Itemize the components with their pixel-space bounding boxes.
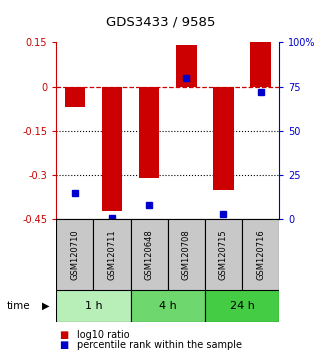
Text: ▶: ▶	[42, 301, 50, 311]
Bar	[56, 290, 131, 322]
Text: GDS3433 / 9585: GDS3433 / 9585	[106, 16, 215, 29]
Text: GSM120708: GSM120708	[182, 229, 191, 280]
Text: GSM120648: GSM120648	[145, 229, 154, 280]
Text: GSM120711: GSM120711	[108, 229, 117, 280]
Bar	[56, 219, 93, 290]
Text: log10 ratio: log10 ratio	[77, 330, 130, 339]
Text: GSM120710: GSM120710	[70, 229, 79, 280]
Bar	[176, 45, 196, 87]
Bar	[139, 87, 159, 178]
Text: 1 h: 1 h	[84, 301, 102, 311]
Bar	[131, 290, 205, 322]
Bar	[250, 42, 271, 87]
Bar	[205, 290, 279, 322]
Text: ■: ■	[59, 340, 69, 350]
Text: percentile rank within the sample: percentile rank within the sample	[77, 340, 242, 350]
Bar	[93, 219, 131, 290]
Text: GSM120716: GSM120716	[256, 229, 265, 280]
Bar	[242, 219, 279, 290]
Text: ■: ■	[59, 330, 69, 339]
Text: time: time	[6, 301, 30, 311]
Text: GSM120715: GSM120715	[219, 229, 228, 280]
Bar	[213, 87, 234, 190]
Bar	[102, 87, 122, 211]
Bar	[168, 219, 205, 290]
Text: 24 h: 24 h	[230, 301, 255, 311]
Bar	[131, 219, 168, 290]
Bar	[205, 219, 242, 290]
Text: 4 h: 4 h	[159, 301, 177, 311]
Bar	[65, 87, 85, 107]
